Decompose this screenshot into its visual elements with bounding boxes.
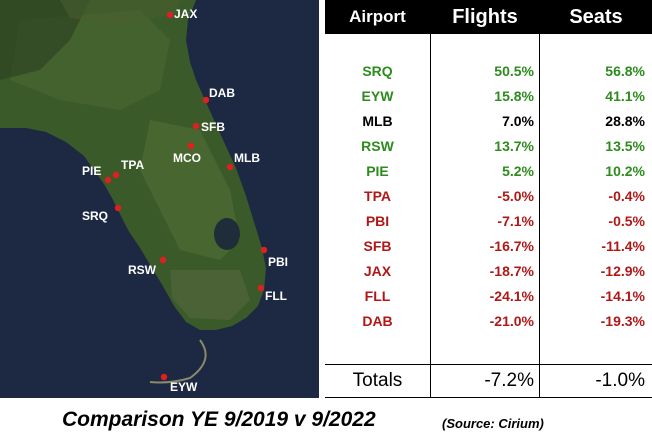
table-row: SFB -16.7% -11.4%	[325, 234, 652, 259]
map-terrain-patch	[0, 0, 90, 80]
cell-seats: 41.1%	[605, 88, 645, 104]
table-row: DAB -21.0% -19.3%	[325, 309, 652, 334]
cell-flights: 5.2%	[502, 163, 534, 179]
airport-marker-jax	[166, 11, 174, 19]
table-row: JAX -18.7% -12.9%	[325, 259, 652, 284]
comparison-table: Airport Flights Seats SRQ 50.5% 56.8% EYW 15…	[325, 0, 652, 398]
cell-seats: -0.4%	[608, 188, 645, 204]
airport-marker-srq	[114, 204, 122, 212]
cell-seats: 10.2%	[605, 163, 645, 179]
table-row: MLB 7.0% 28.8%	[325, 109, 652, 134]
map-everglades	[170, 270, 250, 320]
cell-seats: -0.5%	[608, 213, 645, 229]
header-flights: Flights	[452, 6, 518, 28]
airport-label-pbi: PBI	[268, 255, 288, 269]
airport-label-fll: FLL	[265, 289, 287, 303]
map-terrain-patch	[60, 0, 180, 24]
airport-label-dab: DAB	[209, 86, 235, 100]
airport-label-mlb: MLB	[234, 151, 260, 165]
table-row: PIE 5.2% 10.2%	[325, 159, 652, 184]
caption-title: Comparison YE 9/2019 v 9/2022	[62, 408, 376, 431]
cell-seats: 13.5%	[605, 138, 645, 154]
caption: Comparison YE 9/2019 v 9/2022 (Source: C…	[0, 403, 652, 443]
column-divider	[539, 34, 540, 398]
header-seats: Seats	[569, 6, 623, 28]
caption-source: (Source: Cirium)	[442, 416, 544, 431]
airport-label-sfb: SFB	[201, 120, 225, 134]
cell-airport: MLB	[362, 113, 393, 129]
cell-flights: -5.0%	[497, 188, 534, 204]
cell-airport: SFB	[363, 238, 392, 254]
header-airport: Airport	[349, 7, 406, 26]
column-divider	[430, 34, 431, 398]
lake-okeechobee	[214, 218, 240, 250]
cell-airport: RSW	[361, 138, 394, 154]
cell-seats: -12.9%	[600, 263, 645, 279]
airport-marker-tpa	[112, 171, 120, 179]
cell-flights: 7.0%	[502, 113, 534, 129]
table-row: TPA -5.0% -0.4%	[325, 184, 652, 209]
cell-airport: FLL	[364, 288, 391, 304]
totals-label: Totals	[352, 370, 403, 391]
cell-airport: EYW	[361, 88, 394, 104]
airport-label-pie: PIE	[82, 164, 101, 178]
cell-flights: 13.7%	[494, 138, 534, 154]
cell-seats: -19.3%	[600, 313, 645, 329]
airport-label-jax: JAX	[174, 7, 197, 21]
table-row: SRQ 50.5% 56.8%	[325, 59, 652, 84]
airport-label-eyw: EYW	[170, 380, 198, 394]
cell-airport: TPA	[364, 188, 391, 204]
cell-seats: -11.4%	[601, 238, 645, 254]
airport-marker-fll	[257, 284, 265, 292]
airport-marker-rsw	[159, 256, 167, 264]
totals-flights: -7.2%	[484, 370, 534, 391]
airport-marker-sfb	[192, 122, 200, 130]
airport-marker-mlb	[226, 163, 234, 171]
table-header: Airport Flights Seats	[325, 0, 652, 34]
cell-flights: 50.5%	[494, 63, 534, 79]
table-bottom-border	[325, 397, 652, 398]
airport-marker-dab	[202, 96, 210, 104]
map-terrain-patch	[140, 120, 240, 260]
table-row: FLL -24.1% -14.1%	[325, 284, 652, 309]
table-row: EYW 15.8% 41.1%	[325, 84, 652, 109]
airport-label-tpa: TPA	[121, 158, 144, 172]
totals-divider	[325, 364, 652, 365]
totals-seats: -1.0%	[595, 370, 645, 391]
cell-airport: DAB	[362, 313, 393, 329]
cell-flights: -21.0%	[489, 313, 534, 329]
table-row: PBI -7.1% -0.5%	[325, 209, 652, 234]
cell-seats: -14.1%	[600, 288, 645, 304]
cell-airport: PIE	[366, 163, 389, 179]
totals-row: Totals -7.2% -1.0%	[325, 366, 652, 396]
airport-label-mco: MCO	[173, 151, 201, 165]
cell-flights: 15.8%	[494, 88, 534, 104]
airport-label-srq: SRQ	[82, 209, 108, 223]
cell-flights: -18.7%	[489, 263, 534, 279]
cell-flights: -16.7%	[489, 238, 534, 254]
cell-airport: JAX	[363, 263, 392, 279]
airport-markers: JAX DAB SFB MCO MLB TPA PIE SRQ PBI RSW FLL EYW	[82, 7, 288, 394]
cell-airport: PBI	[365, 213, 390, 229]
cell-seats: 28.8%	[605, 113, 645, 129]
airport-marker-eyw	[160, 373, 168, 381]
airport-label-rsw: RSW	[128, 263, 157, 277]
airport-marker-pbi	[260, 246, 268, 254]
florida-map: JAX DAB SFB MCO MLB TPA PIE SRQ PBI RSW FLL EYW	[0, 0, 319, 398]
cell-flights: -24.1%	[489, 288, 534, 304]
airport-marker-mco	[187, 142, 195, 150]
cell-airport: SRQ	[362, 63, 393, 79]
airport-marker-pie	[104, 176, 112, 184]
table-row: RSW 13.7% 13.5%	[325, 134, 652, 159]
florida-keys	[149, 339, 207, 384]
cell-seats: 56.8%	[605, 63, 645, 79]
cell-flights: -7.1%	[497, 213, 534, 229]
